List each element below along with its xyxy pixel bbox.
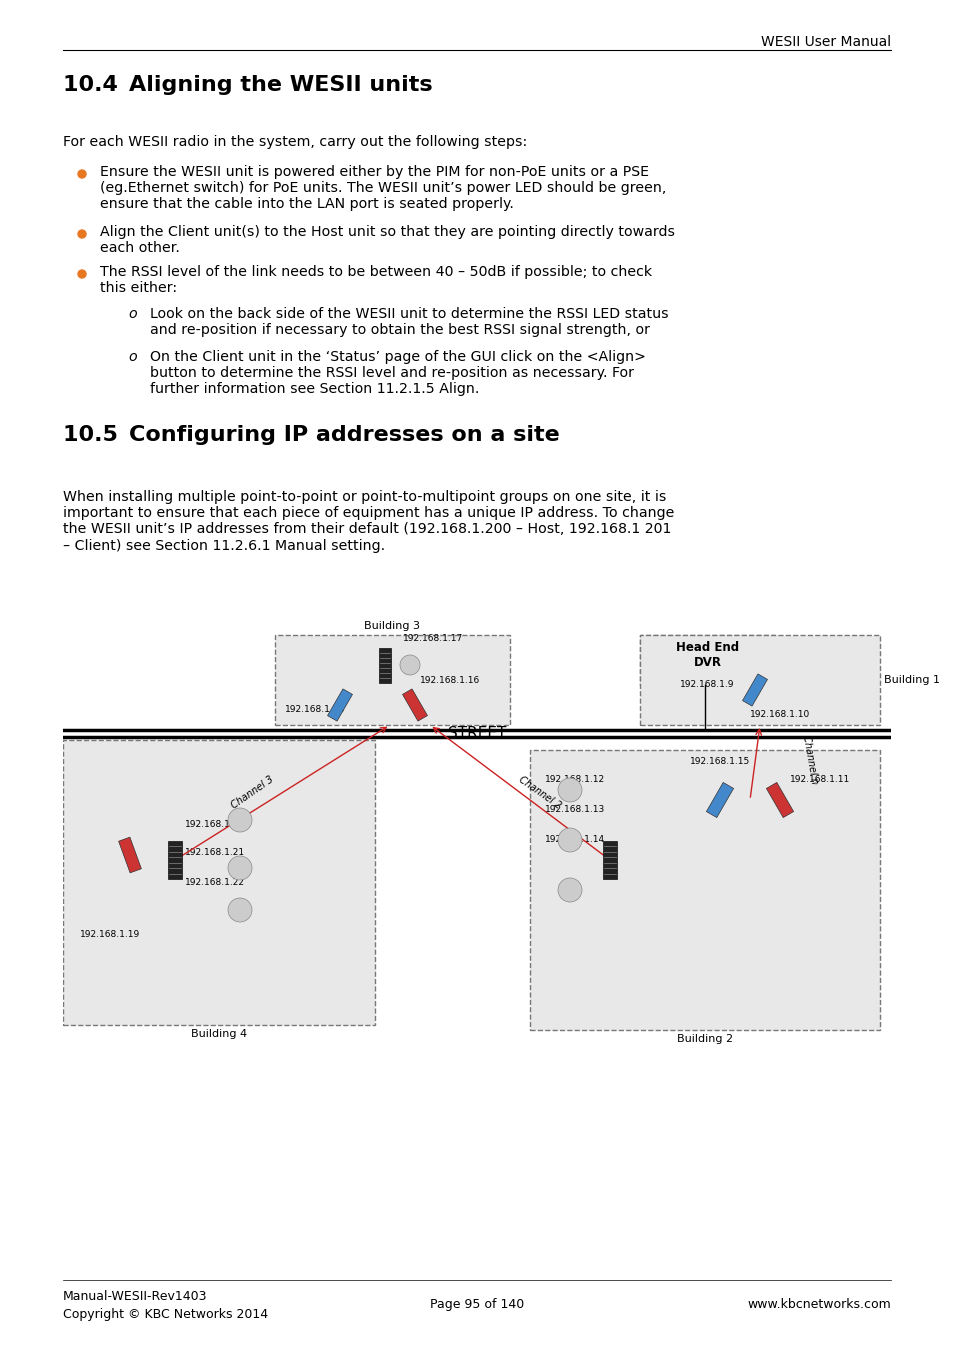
Text: Copyright © KBC Networks 2014: Copyright © KBC Networks 2014 <box>63 1308 268 1322</box>
Text: 10.5 Configuring IP addresses on a site: 10.5 Configuring IP addresses on a site <box>63 425 559 446</box>
Bar <box>602 841 616 879</box>
Text: 192.168.1.18: 192.168.1.18 <box>285 706 345 714</box>
Circle shape <box>558 828 581 852</box>
Bar <box>705 783 733 818</box>
Text: o: o <box>128 306 136 321</box>
Text: WESII User Manual: WESII User Manual <box>760 35 890 49</box>
Bar <box>327 688 352 721</box>
Text: Building 3: Building 3 <box>364 621 420 630</box>
Circle shape <box>558 778 581 802</box>
Text: o: o <box>128 350 136 365</box>
Text: Building 2: Building 2 <box>677 1034 732 1044</box>
Text: STREET: STREET <box>447 725 506 741</box>
Text: 192.168.1.10: 192.168.1.10 <box>749 710 809 720</box>
Circle shape <box>228 809 252 832</box>
Text: 192.168.1.17: 192.168.1.17 <box>402 634 463 643</box>
Text: 192.168.1.11: 192.168.1.11 <box>789 775 849 784</box>
Text: For each WESII radio in the system, carry out the following steps:: For each WESII radio in the system, carr… <box>63 135 527 148</box>
Bar <box>402 688 427 721</box>
Text: 192.168.1.12: 192.168.1.12 <box>544 775 604 784</box>
Circle shape <box>399 655 419 675</box>
FancyBboxPatch shape <box>639 634 774 684</box>
Text: Building 4: Building 4 <box>191 1029 247 1040</box>
Bar <box>378 648 391 683</box>
Text: 192.168.1.9: 192.168.1.9 <box>679 680 734 688</box>
Circle shape <box>228 898 252 922</box>
Text: 192.168.1.13: 192.168.1.13 <box>544 805 604 814</box>
Text: Look on the back side of the WESII unit to determine the RSSI LED status
and re-: Look on the back side of the WESII unit … <box>150 306 668 338</box>
FancyBboxPatch shape <box>530 751 879 1030</box>
Circle shape <box>78 170 86 178</box>
Text: www.kbcnetworks.com: www.kbcnetworks.com <box>746 1297 890 1311</box>
Circle shape <box>78 270 86 278</box>
Text: Manual-WESII-Rev1403: Manual-WESII-Rev1403 <box>63 1291 208 1303</box>
Text: Building 1: Building 1 <box>883 675 939 684</box>
Text: 192.168.1.21: 192.168.1.21 <box>185 848 245 857</box>
Text: When installing multiple point-to-point or point-to-multipoint groups on one sit: When installing multiple point-to-point … <box>63 490 674 552</box>
Text: 192.168.1.20: 192.168.1.20 <box>185 819 245 829</box>
Text: 192.168.1.16: 192.168.1.16 <box>419 676 479 684</box>
Bar <box>741 674 766 706</box>
Text: 192.168.1.22: 192.168.1.22 <box>185 878 245 887</box>
Text: Head End
DVR: Head End DVR <box>676 641 739 670</box>
Text: The RSSI level of the link needs to be between 40 – 50dB if possible; to check
t: The RSSI level of the link needs to be b… <box>100 265 652 296</box>
Text: 192.168.1.19: 192.168.1.19 <box>80 930 140 940</box>
Text: Page 95 of 140: Page 95 of 140 <box>430 1297 523 1311</box>
FancyBboxPatch shape <box>63 740 375 1025</box>
Text: Channel 2: Channel 2 <box>517 775 562 811</box>
Circle shape <box>228 856 252 880</box>
Text: 10.4 Aligning the WESII units: 10.4 Aligning the WESII units <box>63 76 432 95</box>
Bar <box>765 783 793 818</box>
Bar <box>169 841 181 879</box>
FancyBboxPatch shape <box>274 634 510 725</box>
Text: On the Client unit in the ‘Status’ page of the GUI click on the <Align>
button t: On the Client unit in the ‘Status’ page … <box>150 350 645 397</box>
Text: Channel 3: Channel 3 <box>230 775 275 811</box>
Circle shape <box>78 230 86 238</box>
Circle shape <box>558 878 581 902</box>
Bar <box>118 837 141 873</box>
Text: Ensure the WESII unit is powered either by the PIM for non-PoE units or a PSE
(e: Ensure the WESII unit is powered either … <box>100 165 666 212</box>
FancyBboxPatch shape <box>639 634 879 725</box>
Text: Channel n: Channel n <box>800 734 819 786</box>
Text: 192.168.1.15: 192.168.1.15 <box>689 757 749 765</box>
Text: 192.168.1.14: 192.168.1.14 <box>544 836 604 844</box>
Text: Align the Client unit(s) to the Host unit so that they are pointing directly tow: Align the Client unit(s) to the Host uni… <box>100 225 675 255</box>
